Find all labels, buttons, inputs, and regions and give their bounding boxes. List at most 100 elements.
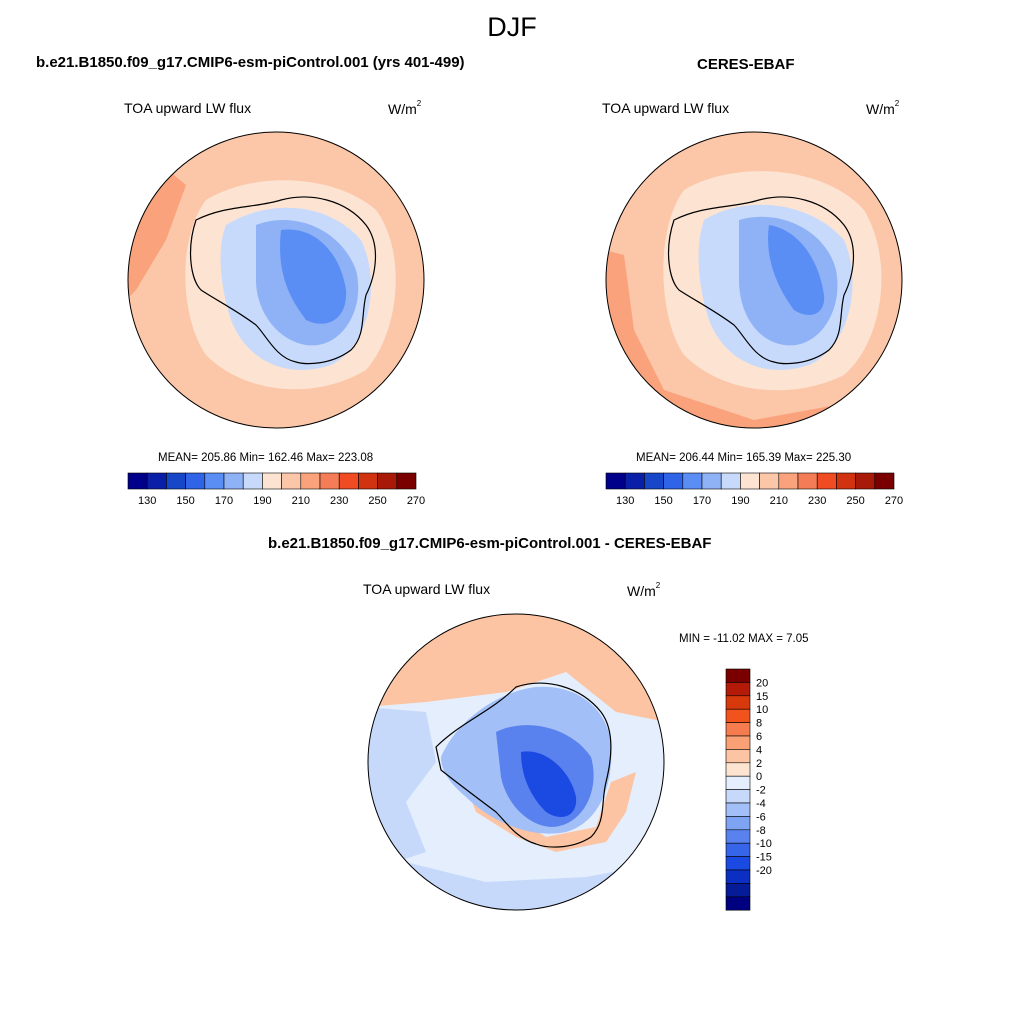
obs-units-label: W/m2 xyxy=(866,99,900,117)
obs-polar-map xyxy=(605,131,903,429)
diff-ice-core xyxy=(521,751,577,817)
obs-colorbar-tick-label: 270 xyxy=(885,495,903,507)
model-polar-map xyxy=(127,131,425,429)
diff-colorbar-cell xyxy=(725,896,751,911)
model-stats: MEAN= 205.86 Min= 162.46 Max= 223.08 xyxy=(158,452,374,464)
diff-colorbar-cell xyxy=(725,802,751,817)
diff-colorbar-tick-label: -20 xyxy=(756,865,772,877)
model-colorbar-tick-label: 270 xyxy=(407,495,425,507)
obs-colorbar-tick-label: 130 xyxy=(616,495,634,507)
diff-case-title: b.e21.B1850.f09_g17.CMIP6-esm-piControl.… xyxy=(268,535,712,552)
diff-colorbar-cell xyxy=(725,856,751,871)
diff-colorbar-tick-label: 2 xyxy=(756,758,762,770)
model-colorbar-cell xyxy=(319,472,340,490)
diff-colorbar-tick-label: 8 xyxy=(756,718,762,730)
diff-colorbar-cell xyxy=(725,829,751,844)
obs-coastline xyxy=(668,196,855,365)
diff-colorbar-tick-label: 20 xyxy=(756,677,768,689)
diff-colorbar-tick-label: 0 xyxy=(756,771,762,783)
model-colorbar-cell xyxy=(300,472,321,490)
model-colorbar-cell xyxy=(338,472,359,490)
model-colorbar-cell xyxy=(166,472,186,490)
diff-coastline xyxy=(435,682,612,848)
obs-colorbar-cell xyxy=(816,472,837,490)
diff-colorbar-tick-label: -15 xyxy=(756,852,772,864)
diff-colorbar-cell xyxy=(725,749,751,764)
obs-colorbar-tick-label: 250 xyxy=(846,495,864,507)
obs-ice-core xyxy=(768,225,825,315)
obs-colorbar-cell xyxy=(740,472,760,490)
diff-colorbar-tick-label: 6 xyxy=(756,731,762,743)
obs-colorbar-tick-label: 150 xyxy=(654,495,672,507)
obs-colorbar-cell xyxy=(624,472,645,490)
obs-colorbar-cell xyxy=(663,472,684,490)
diff-colorbar-tick-label: -4 xyxy=(756,798,766,810)
obs-colorbar-tick-label: 170 xyxy=(693,495,711,507)
model-colorbar-tick-label: 250 xyxy=(368,495,386,507)
diff-colorbar-cell xyxy=(725,695,751,710)
diff-colorbar-tick-label: -10 xyxy=(756,838,772,850)
page-title: DJF xyxy=(487,12,537,42)
model-colorbar-cell xyxy=(185,472,206,490)
obs-colorbar-cell xyxy=(682,472,703,490)
diff-colorbar-cell xyxy=(725,762,751,777)
obs-stats: MEAN= 206.44 Min= 165.39 Max= 225.30 xyxy=(636,452,852,464)
diff-polar-map xyxy=(367,613,665,911)
obs-case-title: CERES-EBAF xyxy=(697,56,795,73)
obs-colorbar-cell xyxy=(855,472,876,490)
diff-colorbar-cell xyxy=(725,883,751,898)
diff-colorbar-tick-label: -8 xyxy=(756,825,766,837)
model-colorbar-cell xyxy=(242,472,263,490)
diff-colorbar-cell xyxy=(725,789,751,804)
obs-colorbar-cell xyxy=(836,472,856,490)
diff-colorbar-cell xyxy=(725,682,751,697)
model-variable-label: TOA upward LW flux xyxy=(124,100,252,116)
diff-variable-label: TOA upward LW flux xyxy=(363,581,491,597)
model-colorbar-cell xyxy=(204,472,225,490)
model-colorbar-tick-label: 170 xyxy=(215,495,233,507)
model-colorbar: 130 150 170 190 210 230 250 270 xyxy=(127,472,425,507)
diff-colorbar-tick-label: -6 xyxy=(756,811,766,823)
diff-colorbar-cell xyxy=(725,722,751,737)
diff-colorbar-cell xyxy=(725,842,751,857)
obs-colorbar-tick-label: 210 xyxy=(770,495,788,507)
diff-colorbar-cell xyxy=(725,668,751,683)
model-coastline xyxy=(190,196,377,365)
diff-colorbar-tick-label: 10 xyxy=(756,704,768,716)
obs-colorbar-cell xyxy=(759,472,780,490)
obs-colorbar-cell xyxy=(778,472,799,490)
diff-colorbar-tick-label: 4 xyxy=(756,744,762,756)
model-colorbar-cell xyxy=(127,472,148,490)
model-colorbar-cell xyxy=(396,472,417,490)
model-ice-core xyxy=(280,229,347,324)
model-colorbar-tick-label: 230 xyxy=(330,495,348,507)
model-map-border xyxy=(127,131,425,429)
obs-map-border xyxy=(605,131,903,429)
diff-colorbar-tick-label: -2 xyxy=(756,785,766,797)
diff-colorbar-cell xyxy=(725,735,751,750)
obs-colorbar: 130 150 170 190 210 230 250 270 xyxy=(605,472,903,507)
diff-colorbar-cell xyxy=(725,775,751,790)
model-colorbar-tick-label: 210 xyxy=(292,495,310,507)
obs-colorbar-cell xyxy=(797,472,818,490)
obs-variable-label: TOA upward LW flux xyxy=(602,100,730,116)
model-colorbar-tick-label: 150 xyxy=(176,495,194,507)
diff-units-label: W/m2 xyxy=(627,581,661,599)
model-units-label: W/m2 xyxy=(388,99,422,117)
obs-colorbar-cell xyxy=(720,472,741,490)
diff-colorbar-cell xyxy=(725,816,751,831)
diff-colorbar-tick-label: 15 xyxy=(756,691,768,703)
diff-stats: MIN = -11.02 MAX = 7.05 xyxy=(679,633,809,645)
model-colorbar-cell xyxy=(223,472,244,490)
model-colorbar-cell xyxy=(146,472,167,490)
obs-colorbar-cell xyxy=(644,472,664,490)
diff-colorbar-cell xyxy=(725,869,751,884)
model-colorbar-cell xyxy=(281,472,302,490)
diff-colorbar-cell xyxy=(725,708,751,723)
obs-colorbar-tick-label: 230 xyxy=(808,495,826,507)
model-colorbar-tick-label: 190 xyxy=(253,495,271,507)
model-colorbar-tick-label: 130 xyxy=(138,495,156,507)
obs-colorbar-tick-label: 190 xyxy=(731,495,749,507)
model-colorbar-cell xyxy=(262,472,282,490)
